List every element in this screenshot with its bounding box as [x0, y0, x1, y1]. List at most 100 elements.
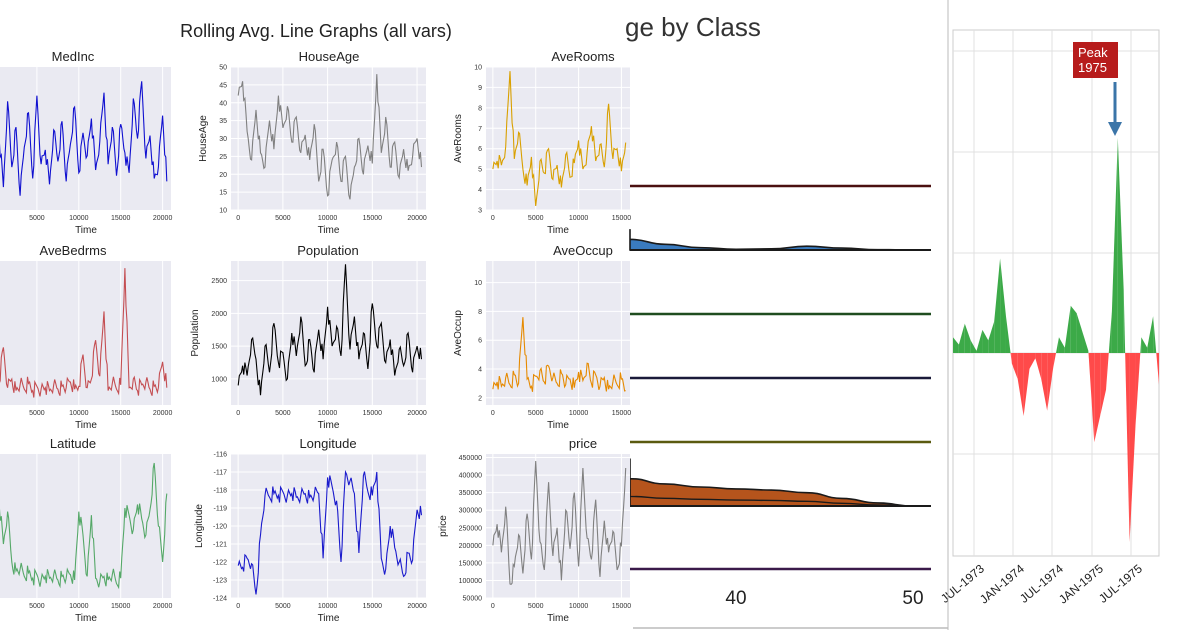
y-axis-label: price: [438, 515, 449, 537]
x-tick-label: 10000: [318, 603, 338, 610]
y-tick-label: 1500: [211, 344, 227, 351]
x-tick-label: 15000: [612, 215, 632, 222]
x-tick-label: 15000: [363, 603, 383, 610]
panel-title: Population: [297, 243, 358, 258]
y-tick-label: 3: [478, 208, 482, 215]
diverging-area-chart: Peak1975JUL-1973JAN-1974JUL-1974JAN-1975…: [938, 30, 1159, 607]
x-tick-label: 0: [491, 215, 495, 222]
y-tick-label: -124: [213, 596, 227, 603]
y-axis-label: AveOccup: [453, 310, 464, 356]
peak-label-line2: 1975: [1078, 60, 1107, 75]
ridge-chart-title: ge by Class: [625, 12, 761, 42]
x-tick-label: 0: [491, 410, 495, 417]
x-tick-label: 15000: [612, 410, 632, 417]
x-tick-label: 20000: [407, 410, 427, 417]
x-tick-label: 15000: [363, 410, 383, 417]
panel-title: Longitude: [299, 436, 356, 451]
x-tick-label: 5000: [275, 603, 291, 610]
x-axis-label: Time: [318, 420, 340, 431]
y-tick-label: 15: [219, 190, 227, 197]
panel-title: Latitude: [50, 436, 96, 451]
y-tick-label: -121: [213, 542, 227, 549]
y-tick-label: -117: [214, 470, 228, 477]
y-tick-label: 300000: [459, 508, 482, 515]
y-tick-label: 450000: [459, 455, 482, 462]
y-tick-label: 2500: [211, 278, 227, 285]
x-axis-label: Time: [547, 225, 569, 236]
y-tick-label: -116: [214, 452, 228, 459]
y-tick-label: 250000: [459, 525, 482, 532]
y-tick-label: 20: [219, 172, 227, 179]
y-tick-label: 6: [478, 146, 482, 153]
y-tick-label: 8: [478, 309, 482, 316]
y-tick-label: 200000: [459, 543, 482, 550]
x-axis-label: Time: [75, 225, 97, 236]
y-tick-label: -119: [214, 506, 228, 513]
y-tick-label: 4: [478, 187, 482, 194]
rolling-figure-title: Rolling Avg. Line Graphs (all vars): [180, 21, 452, 41]
x-tick-label: 20000: [407, 603, 427, 610]
x-tick-label: 10000: [69, 603, 89, 610]
x-tick-label: 5000: [29, 215, 45, 222]
x-tick-label: 10000: [569, 410, 589, 417]
y-tick-label: -118: [214, 488, 228, 495]
y-tick-label: 350000: [459, 490, 482, 497]
y-tick-label: 100000: [459, 578, 482, 585]
y-tick-label: 2: [478, 395, 482, 402]
panel-background: [486, 67, 630, 210]
x-axis-label: Time: [547, 613, 569, 624]
y-axis-label: Longitude: [194, 504, 205, 548]
x-axis-label: Time: [547, 420, 569, 431]
x-tick-label: 5000: [275, 410, 291, 417]
peak-label-line1: Peak: [1078, 45, 1108, 60]
y-tick-label: 10: [474, 65, 482, 72]
x-tick-label: 0: [491, 603, 495, 610]
x-tick-label: 10000: [69, 215, 89, 222]
y-tick-label: 1000: [211, 376, 227, 383]
x-tick-label: 10000: [69, 410, 89, 417]
y-tick-label: 7: [478, 126, 482, 133]
panel-title: AveOccup: [553, 243, 613, 258]
x-tick-label: 20000: [153, 603, 173, 610]
panel-title: MedInc: [52, 49, 95, 64]
y-tick-label: 150000: [459, 560, 482, 567]
x-tick-label: 15000: [111, 603, 131, 610]
y-tick-label: -123: [213, 578, 227, 585]
x-tick-label: 5000: [528, 410, 544, 417]
x-axis-label: Time: [318, 613, 340, 624]
panel-title: HouseAge: [299, 49, 360, 64]
panel-latitude: 5000 10000 15000 20000 Latitude Time: [0, 436, 172, 624]
x-tick-label: 10000: [569, 603, 589, 610]
x-tick-label: 0: [236, 410, 240, 417]
x-tick-label: 5000: [528, 603, 544, 610]
x-axis-label: Time: [75, 420, 97, 431]
y-axis-label: HouseAge: [198, 115, 209, 162]
ridge-x-tick-label: 50: [902, 588, 923, 609]
x-tick-label: 10000: [569, 215, 589, 222]
y-tick-label: 10: [219, 208, 227, 215]
x-tick-label: 5000: [29, 603, 45, 610]
y-tick-label: 9: [478, 85, 482, 92]
y-tick-label: -122: [213, 560, 227, 567]
y-tick-label: 45: [219, 82, 227, 89]
panel-background: [231, 261, 426, 405]
panel-title: price: [569, 436, 597, 451]
x-tick-label: 20000: [153, 215, 173, 222]
x-tick-label: 15000: [363, 215, 383, 222]
x-tick-label: 5000: [528, 215, 544, 222]
y-tick-label: 50000: [463, 596, 483, 603]
y-tick-label: 40: [219, 100, 227, 107]
y-tick-label: 2000: [211, 311, 227, 318]
y-tick-label: -120: [213, 524, 227, 531]
y-tick-label: 10: [474, 280, 482, 287]
y-axis-label: Population: [190, 309, 201, 356]
panel-background: [0, 454, 171, 598]
x-tick-label: 20000: [153, 410, 173, 417]
y-tick-label: 35: [219, 118, 227, 125]
x-axis-label: Time: [75, 613, 97, 624]
